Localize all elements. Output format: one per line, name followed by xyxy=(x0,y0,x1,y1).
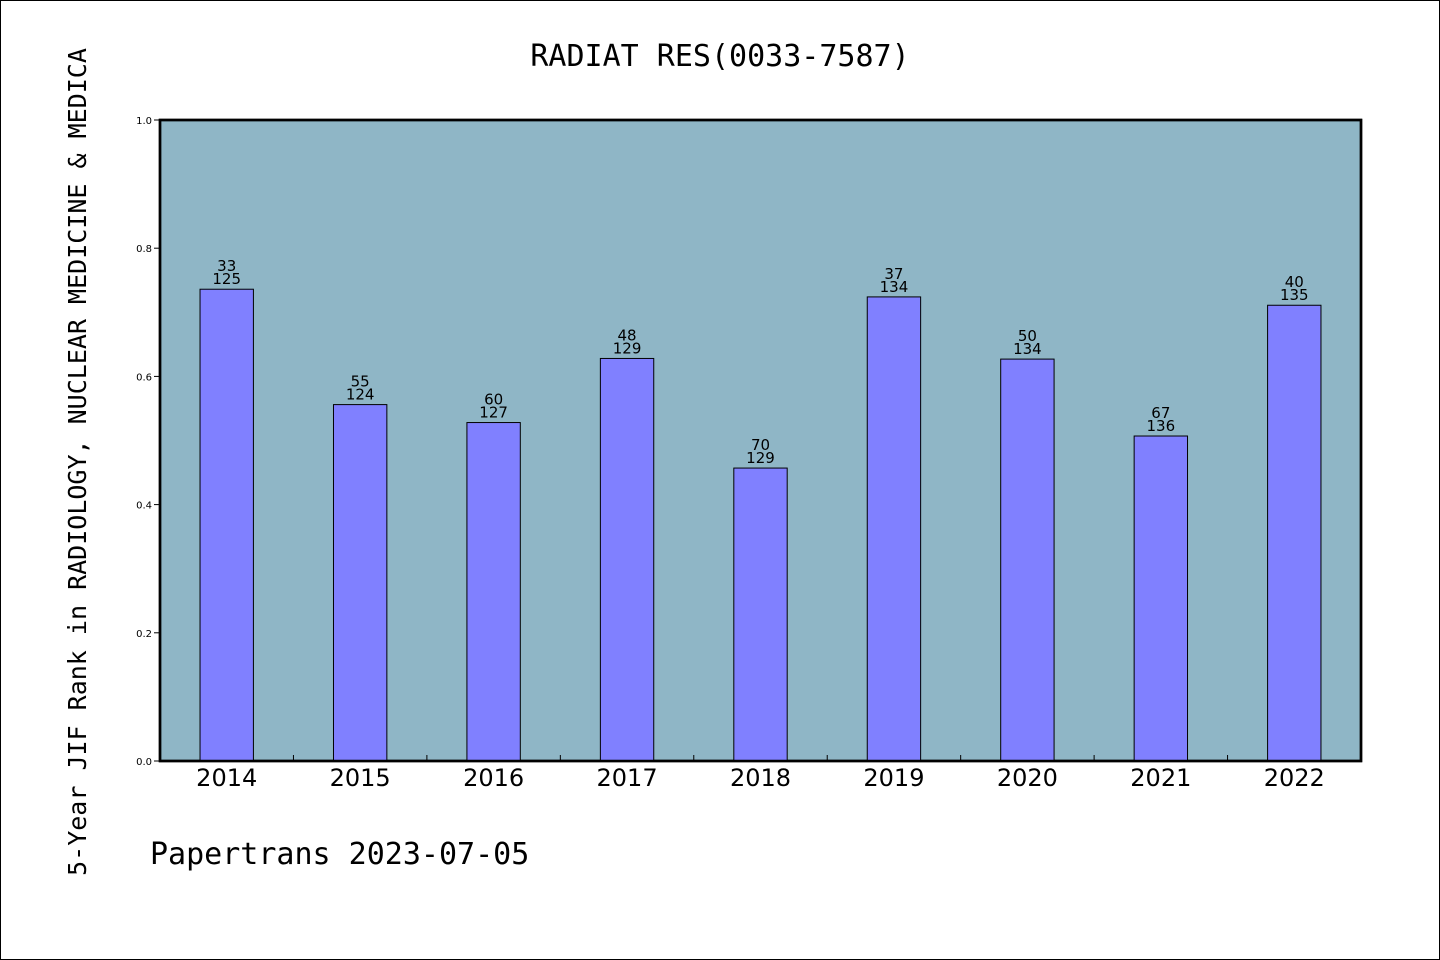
bar-total-label: 125 xyxy=(212,270,241,288)
chart-title: RADIAT RES(0033-7587) xyxy=(530,39,909,74)
y-axis-label: 5-Year JIF Rank in RADIOLOGY, NUCLEAR ME… xyxy=(63,48,92,876)
bar-rank-label: 48 xyxy=(618,326,637,344)
x-tick-label: 2014 xyxy=(196,764,257,792)
footer-credit: Papertrans 2023-07-05 xyxy=(150,837,529,872)
bar-rank-label: 67 xyxy=(1151,404,1170,422)
bar-2014 xyxy=(199,288,254,762)
bar-2021 xyxy=(1133,435,1189,762)
y-tick-label: 0.8 xyxy=(136,244,152,255)
bar-total-label: 124 xyxy=(346,386,375,404)
x-tick-label: 2018 xyxy=(730,764,791,792)
bar-2018 xyxy=(733,467,788,762)
y-tick-label: 0.0 xyxy=(136,757,152,768)
bar-2017 xyxy=(599,357,655,762)
bar-2022 xyxy=(1267,304,1322,762)
bar-2020 xyxy=(1000,358,1055,762)
x-tick-label: 2021 xyxy=(1130,764,1191,792)
bar-total-label: 129 xyxy=(613,339,642,357)
plot-border xyxy=(158,118,1363,763)
x-tick-label: 2017 xyxy=(597,764,658,792)
bar-rank-label: 33 xyxy=(217,257,236,275)
bar-2019 xyxy=(866,296,922,762)
x-tick-label: 2019 xyxy=(863,764,924,792)
bar-rank-label: 55 xyxy=(351,373,370,391)
bar-total-label: 127 xyxy=(479,404,508,422)
x-tick-label: 2020 xyxy=(997,764,1058,792)
bar-total-label: 134 xyxy=(1013,340,1042,358)
x-axis: 2014 2015 2016 2017 2018 2019 2020 2021 2022 xyxy=(196,755,1325,792)
bar-rank-label: 37 xyxy=(884,265,903,283)
bar-total-label: 129 xyxy=(746,449,775,467)
bar-rank-label: 70 xyxy=(751,436,770,454)
x-tick-label: 2015 xyxy=(330,764,391,792)
x-tick-label: 2016 xyxy=(463,764,524,792)
bar-rank-label: 60 xyxy=(484,391,503,409)
bar-2016 xyxy=(466,422,521,762)
bar-total-label: 134 xyxy=(880,278,909,296)
bar-rank-label: 50 xyxy=(1018,327,1037,345)
bar-total-label: 135 xyxy=(1280,286,1309,304)
bar-total-label: 136 xyxy=(1147,417,1176,435)
y-tick-label: 0.2 xyxy=(136,629,152,640)
x-tick-label: 2022 xyxy=(1264,764,1325,792)
y-tick-label: 1.0 xyxy=(136,116,152,127)
bar-2015 xyxy=(332,404,388,762)
bar-rank-label: 40 xyxy=(1285,273,1304,291)
y-tick-label: 0.6 xyxy=(136,372,152,383)
y-axis: 0.0 0.2 0.4 0.6 0.8 1.0 xyxy=(136,116,160,768)
y-tick-label: 0.4 xyxy=(136,501,152,512)
